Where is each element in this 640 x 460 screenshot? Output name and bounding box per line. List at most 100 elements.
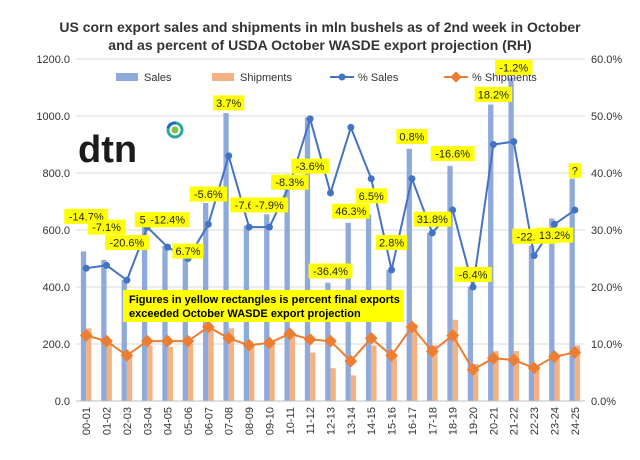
sales-point xyxy=(367,175,375,183)
x-axis-tick-label: 07-08 xyxy=(224,407,236,435)
annotation-box xyxy=(189,186,228,202)
annotation-label: -12.4% xyxy=(150,215,185,227)
annotation-label: -16.6% xyxy=(435,149,470,161)
sales-bar xyxy=(304,117,311,402)
x-axis-tick-label: 11-12 xyxy=(305,407,317,434)
annotation-box xyxy=(535,227,574,243)
sales-bar xyxy=(223,113,229,402)
shipments-point xyxy=(181,334,195,348)
x-axis-tick-label: 21-22 xyxy=(509,407,521,435)
annotation-label: -36.4% xyxy=(313,266,348,278)
sales-point xyxy=(530,252,538,260)
shipments-point xyxy=(405,320,419,334)
sales-point xyxy=(571,206,579,214)
left-axis-tick-label: 800.0 xyxy=(42,168,70,180)
annotation-label: 2.8% xyxy=(379,238,404,250)
x-axis-tick-label: 19-20 xyxy=(468,407,480,435)
sales-point xyxy=(347,123,355,131)
annotation-label: 46.3% xyxy=(335,206,366,218)
annotation-box xyxy=(271,174,309,190)
sales-bar xyxy=(528,245,535,401)
annotation-box xyxy=(145,212,190,228)
shipments-bar xyxy=(289,334,296,401)
sales-bar xyxy=(549,218,555,401)
annotation-box xyxy=(375,235,408,251)
sales-point xyxy=(103,261,111,269)
left-axis-tick-label: 400.0 xyxy=(42,282,70,294)
left-axis: 0.0 200.0 400.0 600.0 800.0 1000.0 1200.0 xyxy=(36,54,70,408)
left-axis-tick-label: 1200.0 xyxy=(36,54,70,66)
annotation-box xyxy=(172,243,204,259)
right-axis-tick-label: 0.0% xyxy=(591,396,616,408)
x-axis-tick-label: 08-09 xyxy=(244,407,256,435)
sales-point xyxy=(123,276,131,284)
shipments-point xyxy=(303,333,317,346)
shipments-bar xyxy=(147,345,153,401)
legend-label-shipments: Shipments xyxy=(240,72,292,84)
x-axis-tick-label: 16-17 xyxy=(407,407,419,435)
sales-point xyxy=(204,220,212,228)
annotation-label: ? xyxy=(572,166,578,178)
sales-point xyxy=(306,115,314,123)
annotation-box xyxy=(454,266,492,282)
x-axis-tick-label: 10-11 xyxy=(285,407,297,434)
annotation-box xyxy=(291,158,329,174)
x-axis-tick-label: 09-10 xyxy=(264,407,276,435)
annotation-label: 3.7% xyxy=(216,98,241,110)
legend-marker-shipments xyxy=(450,71,462,83)
sales-point xyxy=(327,189,334,197)
x-axis-tick-label: 01-02 xyxy=(102,407,114,435)
legend-swatch-shipments xyxy=(212,73,234,81)
x-axis-tick-label: 15-16 xyxy=(387,407,399,435)
sales-line xyxy=(86,115,576,288)
sales-point xyxy=(265,223,273,231)
annotation-box xyxy=(332,203,370,219)
annotation-box xyxy=(87,219,126,235)
x-axis-tick-label: 17-18 xyxy=(427,407,439,435)
sales-point xyxy=(428,229,436,237)
x-axis: 00-01 01-02 02-03 03-04 04-05 05-06 06-07 07-08… xyxy=(76,400,585,435)
shipments-bar xyxy=(106,341,112,401)
annotation-label: 6.5% xyxy=(359,191,384,203)
legend-marker-sales xyxy=(338,73,346,81)
right-axis-tick-label: 60.0% xyxy=(591,54,622,66)
shipments-bar xyxy=(371,345,377,401)
x-axis-tick-label: 23-24 xyxy=(549,407,561,435)
x-axis-tick-label: 02-03 xyxy=(122,407,134,435)
x-axis-tick-label: 22-23 xyxy=(529,407,541,435)
legend-swatch-sales xyxy=(116,73,138,81)
right-axis-tick-label: 50.0% xyxy=(591,111,622,123)
sales-point xyxy=(489,141,497,148)
annotation-label: -8.3% xyxy=(275,177,304,189)
sales-point xyxy=(550,220,558,228)
annotation-label: -5.6% xyxy=(194,189,223,201)
x-axis-tick-label: 04-05 xyxy=(163,407,175,435)
shipments-bar xyxy=(391,356,397,401)
shipments-point xyxy=(120,349,134,362)
dtn-logo-text: DTN xyxy=(78,129,137,171)
shipments-point xyxy=(100,334,113,348)
annotation-label: -7.1% xyxy=(92,222,121,234)
dtn-logo: DTN xyxy=(78,121,184,171)
note-line-2: exceeded October WASDE export projection xyxy=(129,308,361,320)
right-axis-tick-label: 10.0% xyxy=(591,339,622,351)
dtn-logo-swirl-icon xyxy=(166,121,184,139)
annotation-box xyxy=(413,211,452,227)
shipments-bar xyxy=(86,328,92,401)
sales-bar xyxy=(467,287,474,401)
sales-bar xyxy=(488,104,494,401)
annotation-label: 0.8% xyxy=(399,132,424,144)
shipments-bar xyxy=(228,328,234,401)
sales-point xyxy=(388,266,396,274)
shipments-bar xyxy=(126,355,133,401)
sales-bar xyxy=(406,148,412,401)
shipments-bar xyxy=(574,345,581,401)
shipments-bar xyxy=(167,346,173,401)
shipments-point xyxy=(140,334,154,348)
sales-bar xyxy=(162,245,168,401)
sales-point xyxy=(245,223,253,231)
note-box: Figures in yellow rectangles is percent … xyxy=(123,290,404,322)
sales-bar xyxy=(80,251,87,401)
note-line-1: Figures in yellow rectangles is percent … xyxy=(129,294,400,306)
